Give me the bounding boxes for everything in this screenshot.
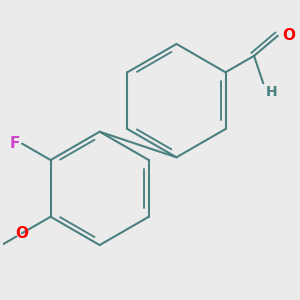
Text: F: F xyxy=(10,136,20,151)
Text: O: O xyxy=(16,226,28,241)
Text: H: H xyxy=(266,85,278,99)
Text: O: O xyxy=(282,28,295,43)
